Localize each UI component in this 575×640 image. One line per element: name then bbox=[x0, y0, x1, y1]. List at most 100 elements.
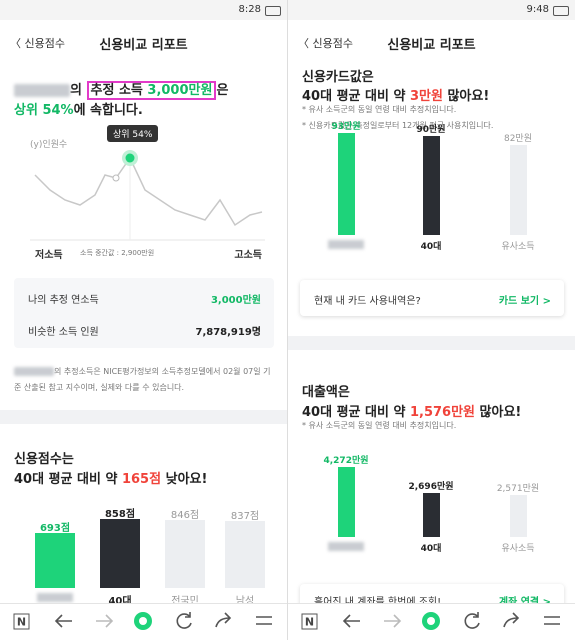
highlight-box: 추정 소득 3,000만원 bbox=[86, 81, 217, 100]
bar bbox=[422, 136, 440, 235]
stats-box bbox=[14, 278, 274, 348]
footnote-text: 의 추정소득은 NICE평가정보의 소득추정모델에서 02월 07일 기준 산출… bbox=[14, 367, 271, 392]
tooltip: 상위 54% bbox=[107, 125, 159, 142]
bar-category-label: 전국민 bbox=[171, 596, 199, 607]
bar-category-label: 유사소득 bbox=[501, 242, 535, 252]
home-icon-center bbox=[427, 617, 435, 625]
loan-title: 대출액은 bbox=[302, 385, 350, 400]
stat-label: 나의 추정 연소득 bbox=[28, 295, 99, 306]
share-icon[interactable] bbox=[215, 612, 232, 628]
stat-value: 7,878,919명 bbox=[195, 327, 261, 338]
headline-amount: 3,000만원 bbox=[147, 83, 213, 98]
status-bar bbox=[288, 0, 575, 20]
bar bbox=[225, 521, 265, 588]
compare-a: 40대 평균 대비 약 bbox=[302, 405, 410, 420]
row-link[interactable]: 카드 보기 > bbox=[498, 296, 551, 307]
nav-logo[interactable]: N bbox=[17, 616, 26, 629]
section-compare: 40대 평균 대비 약 165점 낮아요! bbox=[14, 468, 207, 487]
back-icon[interactable] bbox=[342, 614, 360, 628]
x-median: 소득 중간값 : 2,900만원 bbox=[80, 249, 155, 257]
blurred-name bbox=[14, 84, 70, 97]
bar-category-label: 남성 bbox=[235, 596, 255, 607]
forward-icon[interactable] bbox=[96, 614, 114, 628]
note: * 유사 소득군의 동일 연령 대비 추정치입니다. bbox=[302, 421, 457, 430]
x-low: 저소득 bbox=[35, 250, 63, 261]
refresh-icon[interactable] bbox=[464, 612, 480, 629]
compare-b: 많아요! bbox=[475, 405, 522, 420]
status-bar bbox=[0, 0, 287, 20]
stat-label: 비슷한 소득 인원 bbox=[28, 327, 99, 338]
row-text: 흩어진 내 계좌를 한번에 조회! bbox=[314, 593, 441, 608]
note: * 유사 소득군의 동일 연령 대비 추정치입니다. bbox=[302, 105, 457, 114]
logo-box[interactable] bbox=[301, 613, 318, 630]
compare-b: 많아요! bbox=[442, 89, 490, 104]
row-text: 현재 내 카드 사용내역은? bbox=[314, 296, 421, 307]
card-title: 신용카드값은 bbox=[302, 70, 374, 85]
nav-icons: N bbox=[301, 612, 560, 630]
compare-a: 40대 평균 대비 약 bbox=[302, 89, 410, 104]
section-title: 신용점수는 bbox=[14, 452, 74, 467]
curve-point bbox=[112, 174, 120, 182]
bar bbox=[100, 519, 140, 588]
blurred-label bbox=[328, 542, 364, 551]
bar bbox=[337, 132, 355, 235]
bar-value-label: 2,696만원 bbox=[408, 481, 454, 492]
x-high: 고소득 bbox=[234, 250, 262, 261]
bar-value-label: 858점 bbox=[104, 509, 136, 521]
refresh-icon[interactable] bbox=[176, 612, 192, 629]
bar-value-label: 90만원 bbox=[416, 125, 446, 135]
headline-box-a: 추정 소득 bbox=[90, 83, 148, 98]
row-link[interactable]: 계좌 연결 > bbox=[499, 593, 551, 608]
bar-value-label: 2,571만원 bbox=[496, 483, 540, 494]
blurred-label bbox=[328, 240, 364, 249]
bar-value-label: 846점 bbox=[170, 510, 200, 522]
right-screen: 9:48 〈 신용점수 신용비교 리포트 신용카드값은 40대 평균 대비 약 … bbox=[288, 0, 575, 640]
bar-value-label: 693점 bbox=[39, 522, 71, 534]
bar bbox=[509, 144, 527, 235]
share-icon[interactable] bbox=[503, 612, 520, 628]
bar-value-label: 4,272만원 bbox=[323, 455, 369, 466]
nav-logo[interactable]: N bbox=[305, 616, 314, 629]
income-curve bbox=[30, 150, 265, 241]
nav-icons: N bbox=[13, 612, 272, 630]
bar bbox=[165, 520, 205, 588]
bar-value-label: 82만원 bbox=[503, 133, 532, 144]
bar-category-label: 유사소득 bbox=[501, 544, 535, 554]
battery-icon bbox=[553, 6, 569, 16]
blurred-label bbox=[37, 593, 73, 602]
bar bbox=[35, 532, 75, 588]
logo-box[interactable] bbox=[13, 613, 30, 630]
card-row[interactable] bbox=[300, 280, 564, 316]
bar-value-label: 837점 bbox=[230, 511, 260, 523]
bar bbox=[422, 492, 440, 537]
stat-value: 3,000만원 bbox=[210, 295, 261, 306]
status-time: 8:28 bbox=[238, 4, 261, 15]
back-label[interactable]: 신용점수 bbox=[312, 37, 353, 50]
headline-2: 상위 54%에 속합니다. bbox=[14, 99, 143, 118]
menu-icon[interactable] bbox=[544, 616, 560, 625]
headline-rest: 에 속합니다. bbox=[73, 103, 143, 118]
back-label[interactable]: 신용점수 bbox=[24, 37, 65, 50]
page-title: 신용비교 리포트 bbox=[99, 38, 188, 53]
compare-diff: 3만원 bbox=[409, 89, 443, 104]
back-icon[interactable] bbox=[54, 614, 72, 628]
curve-line bbox=[34, 156, 263, 227]
section-gap bbox=[0, 410, 287, 424]
headline-lead: 의 bbox=[70, 83, 87, 98]
back-button[interactable]: 〈 신용점수 bbox=[298, 37, 353, 50]
bar-category-label: 40대 bbox=[420, 544, 442, 554]
headline-percent: 상위 54% bbox=[14, 103, 74, 118]
headline-tail: 은 bbox=[216, 83, 229, 98]
forward-icon[interactable] bbox=[384, 614, 402, 628]
back-button[interactable]: 〈 신용점수 bbox=[10, 37, 65, 50]
footnote: 의 추정소득은 NICE평가정보의 소득추정모델에서 02월 07일 기준 산출… bbox=[14, 364, 276, 396]
left-screen: 8:28 〈 신용점수 신용비교 리포트 의 추정 소득 3,000만원 은 상위… bbox=[0, 0, 287, 640]
chart-y-label: (y)인원수 bbox=[30, 140, 68, 150]
page-title: 신용비교 리포트 bbox=[387, 38, 476, 53]
bar bbox=[337, 466, 355, 537]
card-compare: 40대 평균 대비 약 3만원 많아요! bbox=[302, 85, 489, 104]
loan-compare: 40대 평균 대비 약 1,576만원 많아요! bbox=[302, 401, 521, 420]
headline-1: 의 추정 소득 3,000만원 은 bbox=[14, 79, 229, 100]
menu-icon[interactable] bbox=[256, 616, 272, 625]
